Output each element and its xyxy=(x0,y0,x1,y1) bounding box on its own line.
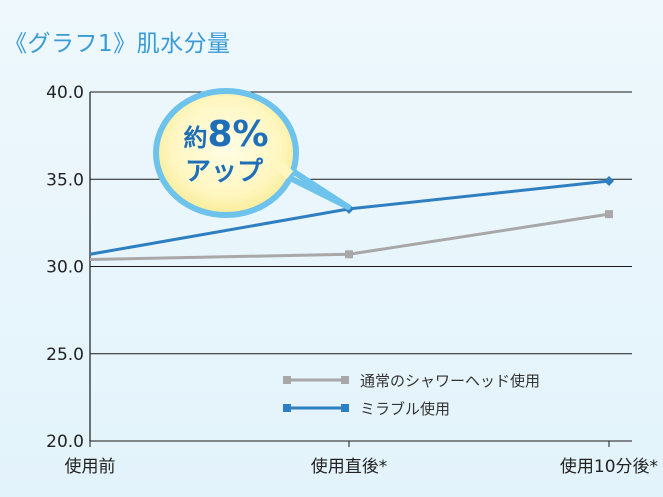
y-tick-label: 35.0 xyxy=(46,170,84,190)
y-tick-label: 30.0 xyxy=(46,258,84,278)
callout-bubble: 約8% アップ xyxy=(153,88,351,218)
legend-swatch-marker xyxy=(341,376,349,384)
y-tick-label: 20.0 xyxy=(46,432,84,452)
axes: 40.0 35.0 30.0 25.0 20.0 使用前 使用直後* 使用10分後* xyxy=(46,83,658,477)
data-point xyxy=(604,175,614,186)
legend-swatch-marker xyxy=(283,376,291,384)
legend-label: 通常のシャワーヘッド使用 xyxy=(360,372,540,390)
x-tick-label: 使用10分後* xyxy=(560,456,658,477)
legend-swatch-marker xyxy=(283,404,291,412)
callout-ellipse xyxy=(153,88,299,218)
x-tick-label: 使用前 xyxy=(65,456,116,477)
data-point xyxy=(605,210,613,219)
chart-title: 《グラフ1》肌水分量 xyxy=(4,31,231,57)
callout-line1: 約8% xyxy=(183,114,268,155)
x-tick-label: 使用直後* xyxy=(311,456,388,477)
y-tick-label: 25.0 xyxy=(46,345,84,365)
legend-swatch-marker xyxy=(341,404,349,412)
callout-line2: アップ xyxy=(185,157,264,187)
legend-label: ミラブル使用 xyxy=(360,400,450,418)
data-point xyxy=(345,250,353,259)
y-tick-label: 40.0 xyxy=(46,83,84,103)
